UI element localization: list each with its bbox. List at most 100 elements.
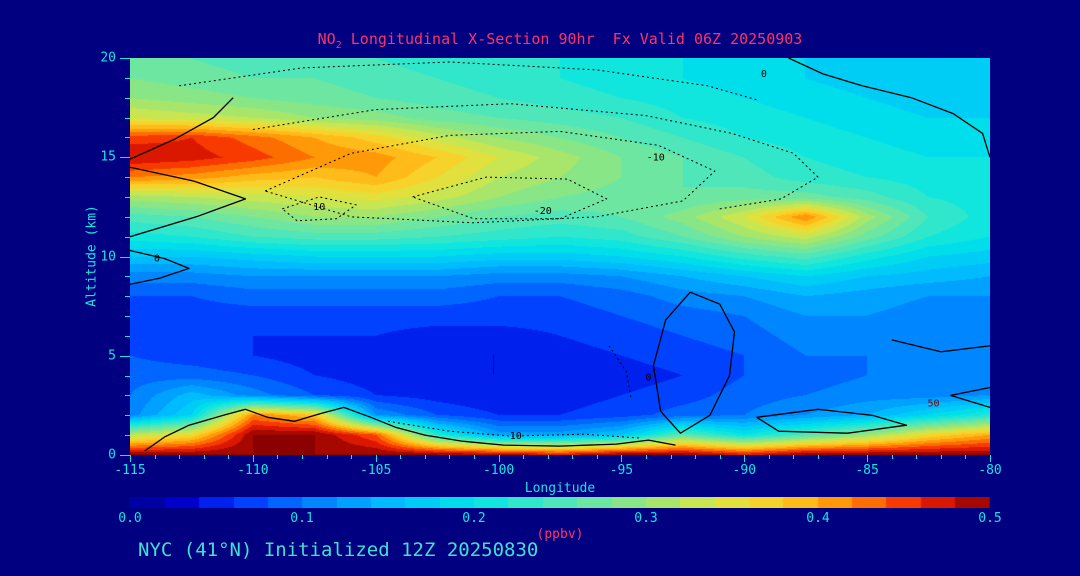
y-tick-mark: [125, 196, 130, 198]
contour-line-dotted: [252, 103, 819, 210]
y-tick-label: 10: [100, 249, 116, 264]
x-tick-mark: [596, 455, 598, 459]
colorbar-tick-label: 0.1: [290, 511, 314, 526]
x-tick-mark: [719, 455, 721, 459]
contour-line-dotted: [412, 176, 608, 220]
contour-label: 50: [927, 398, 939, 409]
contour-label: 0: [761, 69, 767, 80]
x-tick-label: -90: [732, 463, 757, 478]
x-tick-mark: [351, 455, 353, 459]
y-tick-label: 15: [100, 149, 116, 165]
chart-title-subscript: 2: [335, 40, 342, 51]
y-tick-mark: [125, 435, 130, 437]
x-axis-tick-marks: [130, 455, 991, 463]
colorbar-tick-label: 0.0: [118, 511, 142, 526]
colorbar: [130, 497, 990, 508]
y-tick-mark: [125, 236, 130, 238]
colorbar-tick-label: 0.2: [462, 511, 486, 526]
x-tick-mark: [940, 455, 942, 459]
x-tick-mark: [424, 455, 426, 459]
x-tick-mark: [523, 455, 525, 459]
chart-title-text: NO: [317, 30, 336, 48]
y-tick-mark: [125, 216, 130, 218]
y-tick-mark: [125, 375, 130, 377]
y-tick-mark: [120, 256, 130, 258]
y-tick-mark: [120, 355, 130, 357]
y-tick-mark: [120, 455, 130, 456]
y-tick-mark: [125, 415, 130, 417]
colorbar-tick-label: 0.3: [634, 511, 658, 526]
x-tick-mark: [326, 455, 328, 459]
x-axis-tick-labels: -115 -110 -105 -100 -95 -90 -85 -80: [114, 463, 1001, 479]
y-tick-mark: [125, 117, 130, 119]
contour-line-solid: [756, 408, 908, 434]
x-tick-mark: [154, 455, 156, 459]
contour-line-dotted: [608, 345, 632, 400]
contour-line-solid: [130, 97, 234, 160]
x-tick-mark: [842, 455, 844, 459]
y-tick-mark: [120, 157, 130, 159]
contour-line-solid: [144, 406, 676, 452]
y-tick-mark: [125, 296, 130, 298]
x-tick-label: -115: [114, 463, 146, 478]
contour-label: -20: [534, 206, 552, 217]
y-axis-tick-marks: [119, 58, 130, 456]
x-tick-mark: [203, 455, 205, 459]
x-tick-mark: [990, 455, 991, 462]
x-tick-mark: [375, 455, 377, 462]
heatmap-canvas: [130, 58, 990, 455]
y-tick-mark: [120, 58, 130, 59]
x-tick-mark: [695, 455, 697, 459]
y-tick-mark: [125, 335, 130, 337]
contour-label: 10: [510, 431, 522, 442]
contour-line-solid: [130, 249, 190, 285]
contour-line-solid: [950, 386, 990, 409]
x-tick-mark: [277, 455, 279, 459]
contour-overlay-svg: 0 -10 -20 10 10 0 0 50: [130, 58, 990, 452]
x-tick-label: -95: [609, 463, 634, 478]
y-tick-label: 0: [108, 447, 116, 463]
plot-area: 0 -10 -20 10 10 0 0 50: [130, 58, 990, 455]
x-tick-mark: [400, 455, 402, 459]
x-tick-mark: [179, 455, 181, 459]
contour-line-solid: [891, 339, 990, 353]
x-tick-mark: [130, 455, 131, 462]
y-tick-mark: [125, 177, 130, 179]
init-info-text: NYC (41°N) Initialized 12Z 20250830: [138, 539, 539, 561]
y-tick-mark: [125, 97, 130, 99]
colorbar-tick-label: 0.4: [806, 511, 830, 526]
x-tick-mark: [228, 455, 230, 459]
contour-line-solid: [652, 291, 736, 434]
y-tick-mark: [125, 77, 130, 79]
x-tick-mark: [867, 455, 869, 462]
x-tick-mark: [965, 455, 967, 459]
x-axis-label: Longitude: [524, 481, 596, 496]
y-tick-mark: [125, 395, 130, 397]
x-tick-mark: [768, 455, 770, 459]
colorbar-tick-labels: 0.0 0.1 0.2 0.3 0.4 0.5: [118, 511, 1001, 527]
contour-label: 10: [313, 202, 325, 213]
x-tick-mark: [646, 455, 647, 459]
colorbar-tick-label: 0.5: [978, 511, 1002, 526]
x-tick-mark: [498, 455, 500, 462]
x-tick-mark: [302, 455, 303, 459]
contour-line-dotted: [387, 420, 642, 439]
x-tick-mark: [449, 455, 451, 459]
contour-line-solid: [788, 58, 990, 158]
y-axis-tick-labels: 0 5 10 15 20: [84, 51, 116, 463]
colorbar-units-label: (ppbv): [536, 527, 584, 542]
x-tick-mark: [547, 455, 549, 459]
y-tick-mark: [125, 137, 130, 139]
chart-title: NO2 Longitudinal X-Section 90hr Fx Valid…: [130, 30, 990, 51]
x-tick-mark: [916, 455, 918, 459]
contour-line-solid: [130, 166, 247, 238]
x-tick-label: -110: [237, 463, 269, 478]
x-tick-mark: [621, 455, 623, 462]
y-tick-label: 5: [108, 348, 116, 364]
y-tick-label: 20: [100, 50, 116, 66]
x-tick-mark: [891, 455, 893, 459]
x-tick-label: -100: [482, 463, 515, 478]
x-tick-label: -105: [360, 463, 392, 478]
x-tick-mark: [572, 455, 574, 459]
